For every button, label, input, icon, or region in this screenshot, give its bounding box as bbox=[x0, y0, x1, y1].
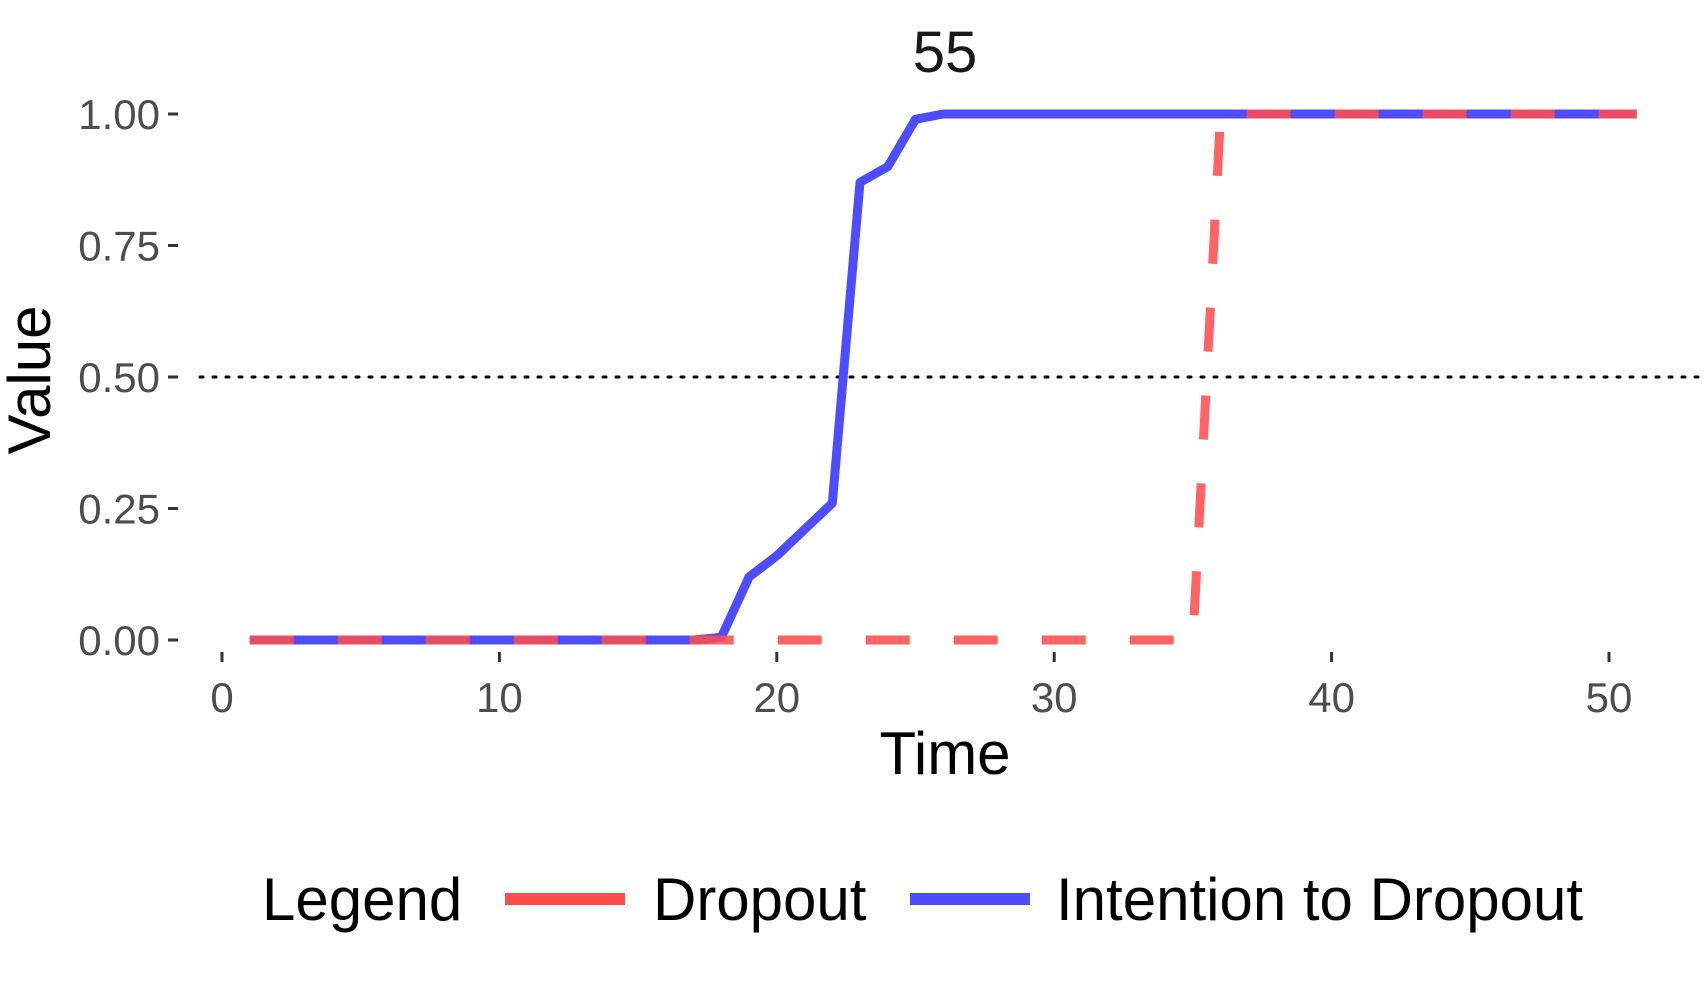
x-tick-label: 40 bbox=[1308, 674, 1355, 721]
x-tick-label: 20 bbox=[753, 674, 800, 721]
y-tick-label: 0.00 bbox=[78, 617, 160, 664]
legend-label-dropout: Dropout bbox=[653, 866, 867, 933]
x-tick-label: 10 bbox=[476, 674, 523, 721]
x-axis-label: Time bbox=[879, 720, 1010, 787]
x-tick-label: 0 bbox=[210, 674, 233, 721]
y-tick-label: 0.50 bbox=[78, 354, 160, 401]
y-axis-label: Value bbox=[0, 305, 63, 454]
y-tick-label: 0.25 bbox=[78, 486, 160, 533]
legend: Legend Dropout Intention to Dropout bbox=[262, 866, 1583, 933]
chart-title: 55 bbox=[913, 20, 978, 85]
y-axis: 0.00 0.25 0.50 0.75 1.00 bbox=[78, 91, 178, 664]
x-tick-label: 50 bbox=[1586, 674, 1633, 721]
legend-title: Legend bbox=[262, 866, 462, 933]
legend-label-intention-to-dropout: Intention to Dropout bbox=[1056, 866, 1583, 933]
series-layer bbox=[249, 109, 1637, 645]
y-tick-label: 1.00 bbox=[78, 91, 160, 138]
y-tick-label: 0.75 bbox=[78, 223, 160, 270]
series-line-intention-to-dropout bbox=[249, 109, 1637, 645]
x-tick-label: 30 bbox=[1031, 674, 1078, 721]
x-axis: 0 10 20 30 40 50 bbox=[210, 652, 1632, 721]
